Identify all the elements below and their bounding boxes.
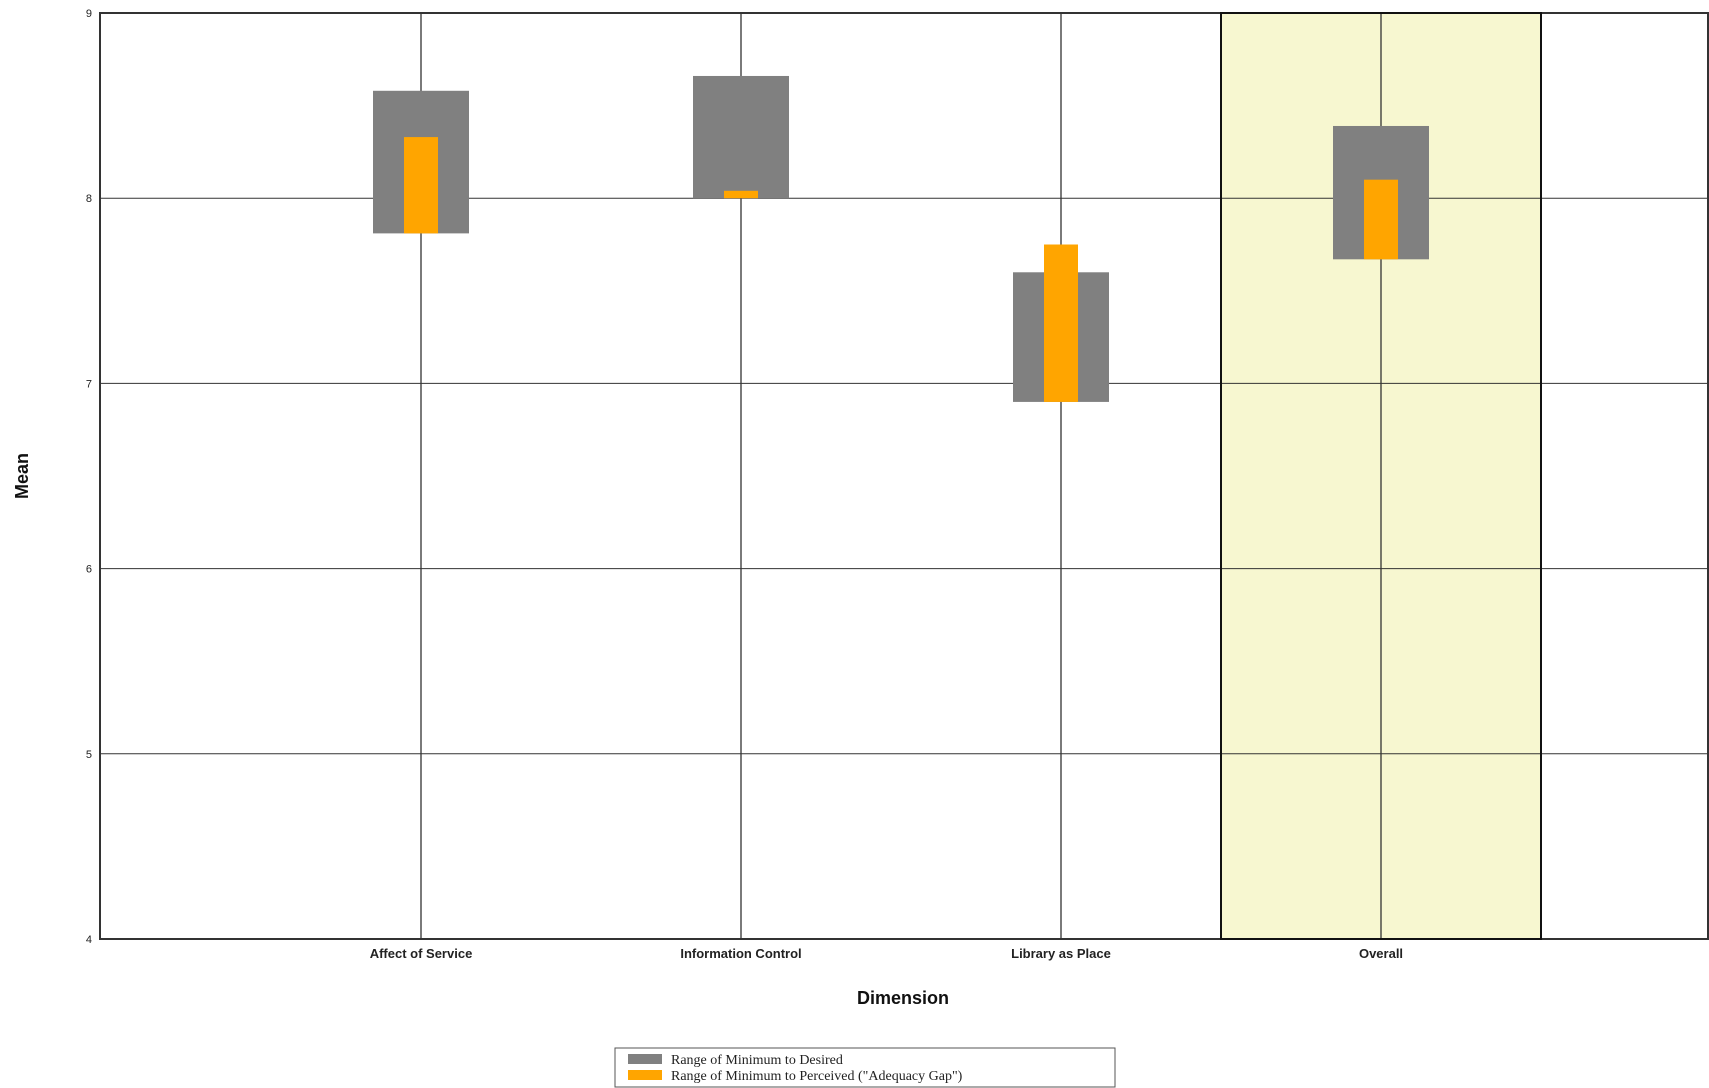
- perceived-range-bar: [1364, 179, 1398, 260]
- x-tick-label: Overall: [1359, 946, 1403, 961]
- y-tick-label: 7: [86, 378, 92, 390]
- y-tick-label: 4: [86, 934, 92, 946]
- legend-label-perceived: Range of Minimum to Perceived ("Adequacy…: [671, 1069, 963, 1084]
- plot-frame: [99, 12, 1709, 940]
- x-tick-label: Information Control: [680, 946, 801, 961]
- legend-swatch-desired: [628, 1054, 662, 1064]
- legend-swatch-perceived: [628, 1070, 662, 1080]
- legend: Range of Minimum to Desired Range of Min…: [614, 1047, 1116, 1088]
- x-tick-label: Affect of Service: [370, 946, 473, 961]
- perceived-range-bar: [404, 137, 438, 234]
- y-axis-label: Mean: [12, 453, 32, 499]
- perceived-range-bar: [1044, 244, 1078, 402]
- y-tick-label: 9: [86, 8, 92, 20]
- x-axis-label: Dimension: [857, 988, 949, 1008]
- desired-range-bar: [693, 75, 789, 199]
- y-tick-labels: 4 5 6 7 8 9: [86, 8, 92, 946]
- legend-label-desired: Range of Minimum to Desired: [671, 1053, 843, 1068]
- legend-box: [614, 1047, 1116, 1088]
- y-tick-label: 8: [86, 193, 92, 205]
- x-tick-label: Library as Place: [1011, 946, 1111, 961]
- x-tick-labels: Affect of Service Information Control Libr…: [370, 946, 1403, 961]
- highlight-frame: [1220, 12, 1542, 940]
- y-tick-label: 6: [86, 564, 92, 576]
- y-tick-label: 5: [86, 749, 92, 761]
- range-bars: [373, 75, 1429, 402]
- perceived-range-bar: [724, 190, 758, 199]
